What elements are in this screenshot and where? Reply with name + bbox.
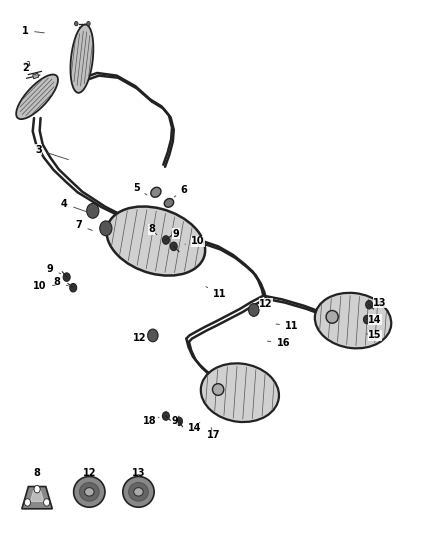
Ellipse shape — [123, 477, 154, 507]
Text: 8: 8 — [54, 277, 68, 287]
Text: 8: 8 — [148, 224, 157, 235]
Text: 6: 6 — [174, 184, 187, 197]
Ellipse shape — [315, 293, 391, 349]
Text: 18: 18 — [143, 416, 159, 426]
Text: 12: 12 — [252, 298, 273, 309]
Bar — [33, 73, 39, 79]
Circle shape — [34, 486, 40, 493]
Bar — [24, 61, 30, 67]
Circle shape — [162, 412, 170, 420]
Circle shape — [366, 301, 373, 309]
Circle shape — [364, 316, 371, 324]
Circle shape — [63, 273, 70, 281]
Text: 12: 12 — [82, 467, 96, 478]
Ellipse shape — [201, 364, 279, 422]
Ellipse shape — [74, 477, 105, 507]
Text: 17: 17 — [207, 427, 220, 440]
Ellipse shape — [326, 311, 338, 323]
Ellipse shape — [71, 25, 93, 93]
Ellipse shape — [212, 384, 224, 395]
Text: 11: 11 — [276, 321, 299, 331]
Text: 13: 13 — [367, 297, 387, 308]
Text: 9: 9 — [171, 416, 179, 426]
Ellipse shape — [151, 187, 161, 197]
Ellipse shape — [106, 206, 205, 276]
Circle shape — [25, 499, 31, 506]
Text: 5: 5 — [133, 183, 147, 195]
Text: 9: 9 — [168, 229, 180, 240]
Circle shape — [44, 499, 49, 506]
Text: 3: 3 — [35, 145, 68, 159]
Polygon shape — [22, 487, 52, 509]
Ellipse shape — [164, 198, 173, 207]
Ellipse shape — [129, 482, 148, 501]
Text: 11: 11 — [206, 287, 226, 299]
Circle shape — [70, 284, 77, 292]
Ellipse shape — [16, 75, 58, 119]
Text: 8: 8 — [34, 467, 40, 478]
Text: 10: 10 — [185, 236, 205, 246]
Circle shape — [249, 304, 259, 317]
Text: 15: 15 — [366, 330, 381, 341]
Circle shape — [100, 221, 112, 236]
Text: 4: 4 — [61, 199, 86, 212]
Circle shape — [87, 21, 90, 26]
Text: 16: 16 — [268, 338, 290, 349]
Ellipse shape — [85, 488, 94, 496]
Text: 12: 12 — [133, 333, 149, 343]
Ellipse shape — [134, 488, 143, 496]
Circle shape — [170, 242, 177, 251]
Circle shape — [176, 417, 183, 425]
Text: 10: 10 — [33, 281, 55, 291]
Text: 1: 1 — [22, 26, 44, 36]
Circle shape — [148, 329, 158, 342]
Text: 13: 13 — [132, 467, 145, 478]
Text: 7: 7 — [75, 220, 92, 230]
Circle shape — [74, 21, 78, 26]
Circle shape — [162, 236, 170, 244]
Text: 9: 9 — [47, 264, 61, 274]
Polygon shape — [31, 491, 44, 502]
Circle shape — [87, 204, 99, 218]
Text: 14: 14 — [188, 422, 202, 433]
Text: 2: 2 — [22, 63, 36, 75]
Text: 14: 14 — [366, 314, 381, 325]
Ellipse shape — [80, 482, 99, 501]
